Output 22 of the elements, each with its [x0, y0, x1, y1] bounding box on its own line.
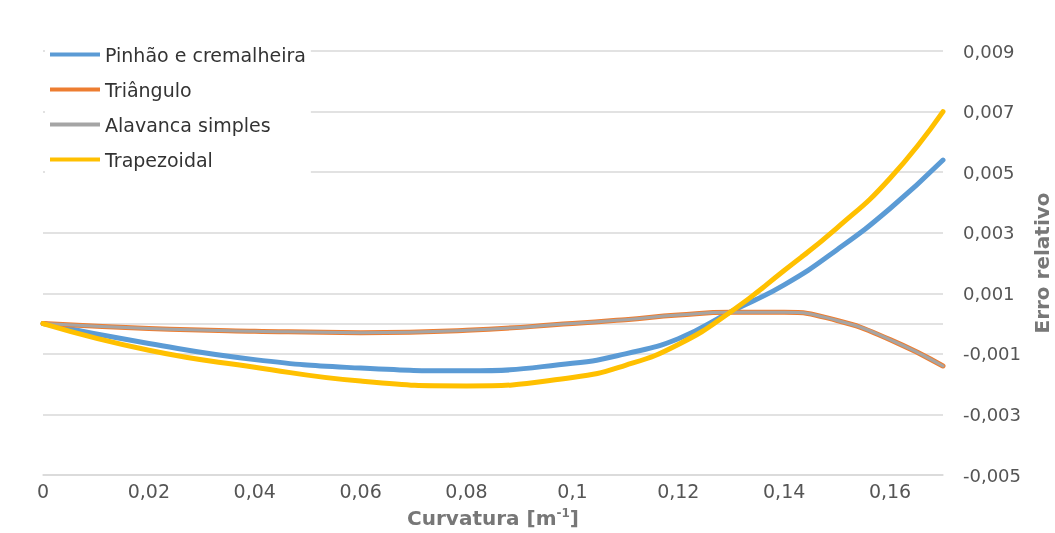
legend-label: Triângulo — [104, 78, 192, 101]
x-tick-label: 0,12 — [657, 479, 700, 502]
x-tick-label: 0,02 — [127, 479, 171, 502]
y-tick-label: 0,001 — [963, 282, 1015, 304]
y-tick-label: 0,005 — [963, 161, 1015, 183]
legend-label: Trapezoidal — [104, 148, 213, 171]
x-tick-label: 0,14 — [763, 479, 806, 502]
x-tick-label: 0,08 — [445, 479, 488, 502]
x-tick-label: 0,1 — [557, 479, 588, 502]
y-tick-label: -0,003 — [963, 403, 1022, 425]
legend-label: Alavanca simples — [105, 113, 271, 136]
y-tick-label: 0,009 — [963, 40, 1015, 62]
y-tick-label: -0,001 — [963, 343, 1022, 365]
y-axis-title: Erro relativo — [1029, 192, 1054, 334]
x-tick-label: 0,16 — [868, 479, 912, 502]
legend-label: Pinhão e cremalheira — [105, 43, 306, 66]
x-tick-label: 0,04 — [233, 479, 276, 502]
y-tick-label: 0,007 — [963, 101, 1015, 123]
y-tick-label: 0,003 — [963, 222, 1015, 244]
x-tick-label: 0,06 — [339, 479, 382, 502]
x-tick-label: 0 — [36, 479, 50, 502]
y-tick-label: -0,005 — [963, 464, 1022, 486]
